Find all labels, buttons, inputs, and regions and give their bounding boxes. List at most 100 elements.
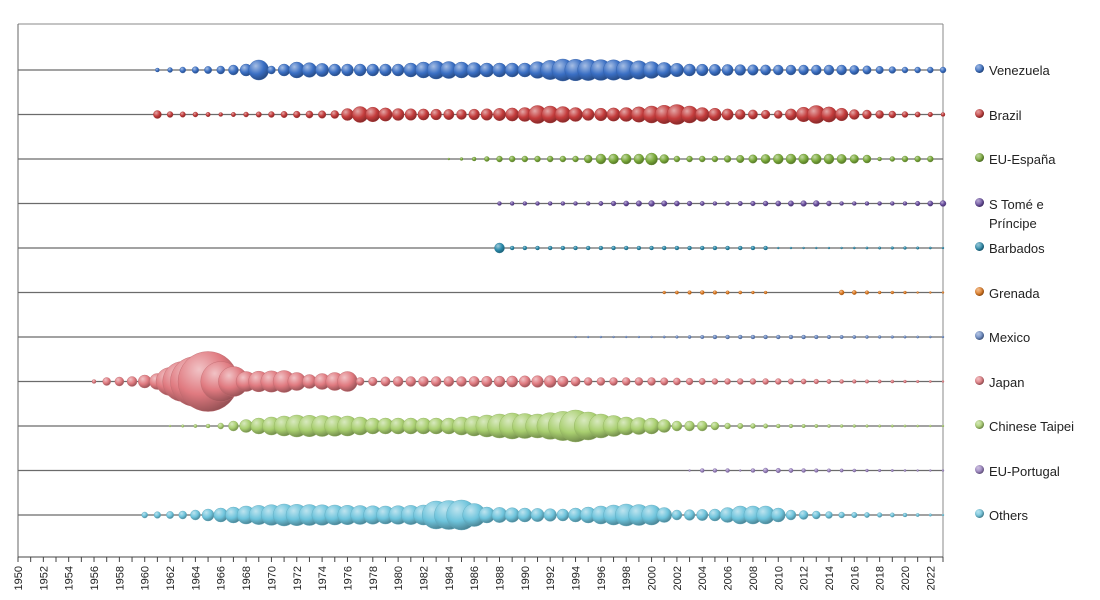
bubble-6-1998 [625,335,628,339]
bubble-2-2010 [773,153,784,165]
bubble-4-2001 [662,245,667,251]
bubble-8-2001 [657,419,671,433]
bubble-chart: 1950 1952 1954 1956 1958 1960 1962 1964 1966 1968… [13,23,947,590]
bubble-10-2023 [941,513,945,517]
bubble-5-2004 [700,290,705,295]
bubble-4-2005 [712,245,718,251]
bubble-6-1994 [574,335,577,339]
bubble-10-1962 [166,511,174,519]
series-6 [574,334,945,340]
bubble-7-2022 [928,380,932,383]
bubble-0-2002 [669,63,684,78]
bubble-3-2002 [674,200,680,207]
bubble-10-2005 [708,508,722,522]
x-tick-label: 1990 [520,566,532,590]
legend-item: Mexico [975,328,1089,347]
bubble-4-2013 [815,246,818,250]
bubble-4-1988 [494,242,505,254]
bubble-1-2005 [708,107,722,122]
bubble-8-1966 [217,422,224,430]
bubble-7-2008 [749,378,757,385]
bubble-0-1977 [353,63,367,77]
bubble-6-2010 [776,334,781,340]
bubble-7-2002 [673,377,681,386]
bubble-4-2014 [827,246,831,250]
bubble-5-2018 [877,290,882,295]
bubble-7-2023 [941,380,945,383]
legend-item: Barbados [975,239,1089,258]
bubble-6-2006 [725,334,730,340]
series-0 [155,58,947,82]
bubble-1-1995 [582,108,595,121]
bubble-7-1992 [543,375,557,388]
bubble-5-2021 [916,291,919,294]
bubble-3-2006 [725,201,730,206]
bubble-0-2013 [811,64,822,76]
bubble-9-2012 [801,468,806,473]
bubble-0-2021 [914,66,921,74]
bubble-2-2017 [862,154,872,164]
bubble-4-2007 [738,245,743,251]
bubble-2-1999 [633,153,645,165]
bubble-10-2011 [785,509,797,521]
bubble-6-2009 [763,334,768,340]
bubble-10-2018 [877,512,883,518]
series-9 [688,467,945,474]
bubble-0-2003 [683,63,696,77]
series-2 [447,152,934,166]
bubble-9-2003 [688,469,691,472]
bubble-2-1990 [521,155,529,163]
bubble-10-2003 [684,509,696,521]
bubble-5-2022 [929,291,932,294]
bubble-0-2017 [862,65,872,75]
bubble-6-1996 [599,335,603,339]
bubble-1-2009 [761,109,771,120]
bubble-7-2021 [916,379,920,384]
bubble-6-2015 [839,335,844,339]
bubble-3-2019 [890,201,895,206]
series-7 [91,351,945,412]
bubble-0-2022 [927,66,934,74]
bubble-3-2001 [661,200,668,207]
legend-item: Brazil [975,106,1089,125]
x-tick-label: 2014 [824,566,836,590]
series-10 [141,499,945,531]
bubble-9-2005 [712,468,718,473]
bubble-0-2014 [823,64,835,76]
bubble-3-2003 [686,200,693,207]
bubble-1-1982 [417,108,430,121]
bubble-6-2014 [826,334,831,340]
x-tick-label: 2018 [875,566,887,590]
bubble-10-2019 [889,512,895,518]
bubble-10-2012 [798,510,809,520]
bubble-7-1996 [596,377,606,386]
bubble-8-1964 [193,424,198,428]
bubble-3-2018 [877,201,882,206]
bubble-7-1979 [380,376,391,387]
legend-swatch [975,331,984,340]
bubble-3-2021 [915,200,921,207]
legend-swatch [975,197,984,207]
bubble-2-2000 [645,152,658,166]
bubble-0-1979 [379,63,392,77]
bubble-1-1978 [365,106,381,123]
x-tick-label: 1992 [545,566,557,590]
bubble-7-1976 [337,371,358,392]
bubble-6-2004 [700,335,705,340]
bubble-2-2008 [748,154,758,164]
bubble-1-1980 [391,108,405,121]
bubble-5-2023 [941,291,945,294]
bubble-6-2007 [738,334,743,340]
bubble-3-1995 [586,201,591,206]
bubble-9-2015 [839,468,844,473]
legend-item: Japan [975,373,1089,392]
x-tick-label: 1998 [621,566,633,590]
bubble-3-2005 [712,201,718,206]
bubble-2-2012 [798,153,809,165]
bubble-4-1998 [624,245,629,251]
bubble-7-1959 [126,376,138,387]
bubble-1-2020 [901,111,909,118]
bubble-4-1991 [535,245,540,251]
bubble-6-2022 [929,335,932,339]
x-tick-label: 1966 [216,566,228,590]
